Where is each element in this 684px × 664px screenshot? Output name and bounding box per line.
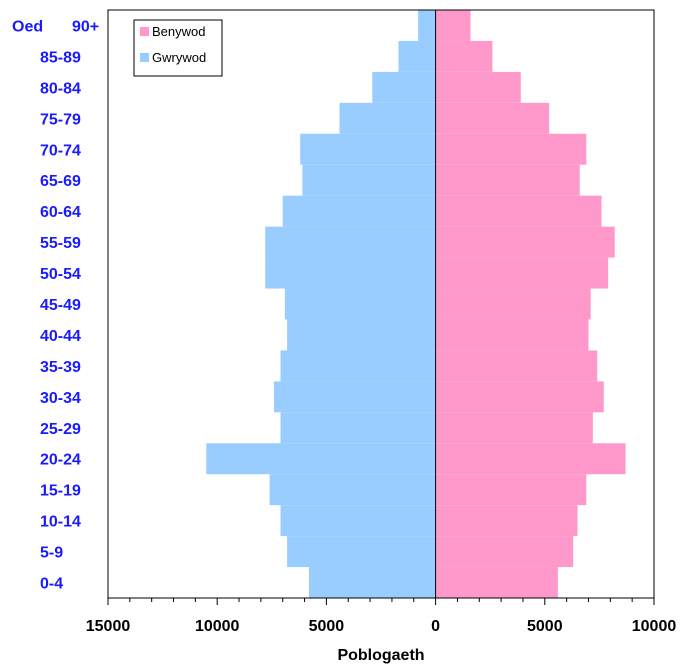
age-label-85-89: 85-89 [40,49,81,66]
x-axis-ticks: 15000 10000 5000 0 5000 10000 [86,598,677,635]
age-label-45-49: 45-49 [40,297,81,314]
female-bar-90+ [435,10,471,41]
male-bar-40-44 [287,319,436,351]
x-tick-label: 0 [431,618,440,635]
age-label-70-74: 70-74 [40,142,81,159]
female-bar-85-89 [435,40,493,72]
age-label-55-59: 55-59 [40,235,81,252]
male-bar-30-34 [273,381,436,413]
female-bar-10-14 [435,505,578,537]
age-label-5-9: 5-9 [40,545,63,562]
age-label-40-44: 40-44 [40,328,81,345]
age-label-20-24: 20-24 [40,452,81,469]
plot-frame [107,9,655,599]
bars-group [206,10,626,598]
female-bar-45-49 [435,288,591,320]
age-label-10-14: 10-14 [40,514,81,531]
age-label-30-34: 30-34 [40,390,81,407]
male-bar-75-79 [339,102,436,134]
male-bar-85-89 [398,40,436,72]
female-bar-65-69 [435,164,580,196]
age-label-25-29: 25-29 [40,421,81,438]
x-axis-title: Poblogaeth [337,647,424,664]
age-label-35-39: 35-39 [40,359,81,376]
female-bar-20-24 [435,443,626,475]
female-bar-60-64 [435,195,602,227]
male-bar-70-74 [300,133,436,165]
female-bar-40-44 [435,319,589,351]
female-bar-75-79 [435,102,550,134]
legend-swatch-gwrywod [140,53,149,62]
female-bar-30-34 [435,381,604,413]
male-bar-10-14 [280,505,436,537]
male-bar-0-4 [308,567,436,598]
x-tick-label: 10000 [195,618,240,635]
legend: Benywod Gwrywod [133,19,223,77]
female-bar-25-29 [435,412,593,444]
age-label-65-69: 65-69 [40,173,81,190]
legend-swatch-benywod [140,27,149,36]
age-label-80-84: 80-84 [40,80,81,97]
female-bar-35-39 [435,350,598,382]
male-bar-5-9 [287,536,436,568]
x-tick-label: 5000 [309,618,345,635]
x-tick-label: 10000 [632,618,677,635]
male-bar-35-39 [280,350,436,382]
female-bar-15-19 [435,474,587,506]
age-axis-prefix: Oed [12,18,43,35]
age-labels-group: 0-4 5-9 10-14 15-19 20-24 25-29 30-34 35-39 40-4… [12,18,99,592]
male-bar-90+ [418,10,436,41]
female-bar-50-54 [435,257,609,289]
female-bar-0-4 [435,567,558,598]
male-bar-60-64 [282,195,436,227]
male-bar-50-54 [265,257,436,289]
female-bar-5-9 [435,536,574,568]
male-bar-80-84 [372,71,436,103]
age-label-0-4: 0-4 [40,576,63,593]
male-bar-45-49 [284,288,436,320]
x-tick-label: 5000 [527,618,563,635]
female-bar-55-59 [435,226,615,258]
plot-border [107,9,655,599]
age-label-50-54: 50-54 [40,266,81,283]
male-bar-25-29 [280,412,436,444]
male-bar-65-69 [302,164,436,196]
legend-label-gwrywod: Gwrywod [152,50,206,65]
legend-label-benywod: Benywod [152,24,205,39]
x-tick-label: 15000 [86,618,131,635]
male-bar-15-19 [269,474,436,506]
age-label-60-64: 60-64 [40,204,81,221]
female-bar-70-74 [435,133,587,165]
female-bar-80-84 [435,71,521,103]
age-label-90+: 90+ [72,18,99,35]
age-label-15-19: 15-19 [40,483,81,500]
male-bar-20-24 [206,443,436,475]
male-bar-55-59 [265,226,436,258]
age-label-75-79: 75-79 [40,111,81,128]
